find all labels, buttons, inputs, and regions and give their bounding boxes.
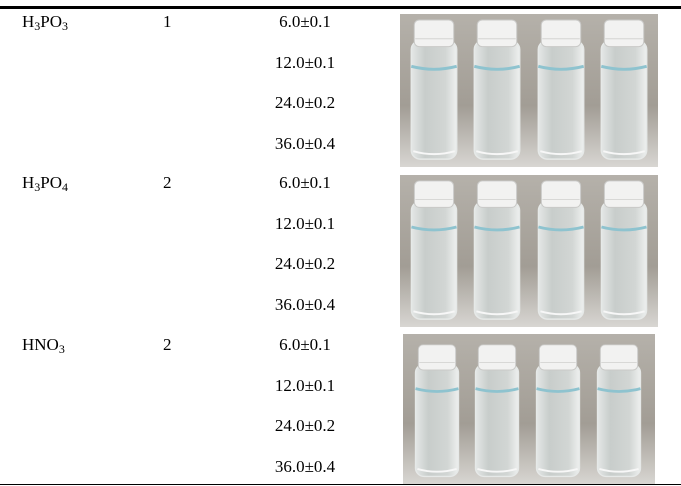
formula-part: PO bbox=[40, 173, 62, 192]
concentration: 12.0±0.1 bbox=[255, 53, 355, 73]
concentration: 24.0±0.2 bbox=[255, 93, 355, 113]
bottom-rule bbox=[0, 484, 681, 485]
vial-photo bbox=[400, 14, 658, 167]
number: 2 bbox=[163, 173, 172, 193]
subscript: 3 bbox=[62, 19, 68, 33]
concentration: 36.0±0.4 bbox=[255, 295, 355, 315]
concentration: 6.0±0.1 bbox=[255, 335, 355, 355]
concentration: 36.0±0.4 bbox=[255, 457, 355, 477]
table-page: H3PO316.0±0.112.0±0.124.0±0.236.0±0.4H3P… bbox=[0, 0, 681, 486]
vial-photo bbox=[400, 175, 658, 327]
acid-formula: HNO3 bbox=[22, 335, 65, 355]
number: 2 bbox=[163, 335, 172, 355]
formula-part: H bbox=[22, 12, 34, 31]
formula-part: PO bbox=[40, 12, 62, 31]
top-rule bbox=[0, 6, 681, 9]
formula-part: HNO bbox=[22, 335, 59, 354]
subscript: 4 bbox=[62, 180, 68, 194]
concentration: 12.0±0.1 bbox=[255, 376, 355, 396]
subscript: 3 bbox=[59, 342, 65, 356]
number: 1 bbox=[163, 12, 172, 32]
formula-part: H bbox=[22, 173, 34, 192]
concentration: 24.0±0.2 bbox=[255, 254, 355, 274]
acid-formula: H3PO4 bbox=[22, 173, 68, 193]
vial-photo bbox=[403, 334, 655, 484]
concentration: 12.0±0.1 bbox=[255, 214, 355, 234]
concentration: 36.0±0.4 bbox=[255, 134, 355, 154]
acid-formula: H3PO3 bbox=[22, 12, 68, 32]
concentration: 24.0±0.2 bbox=[255, 416, 355, 436]
concentration: 6.0±0.1 bbox=[255, 173, 355, 193]
concentration: 6.0±0.1 bbox=[255, 12, 355, 32]
